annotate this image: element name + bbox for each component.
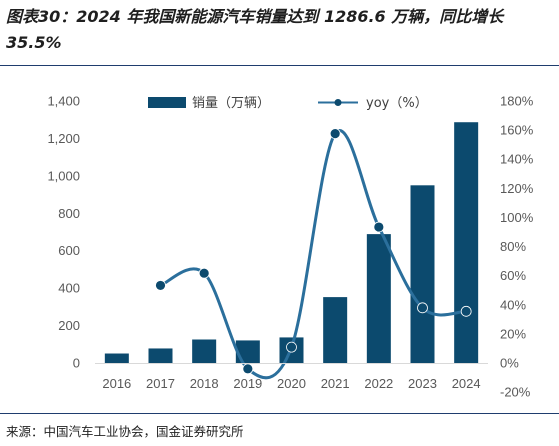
legend: 销量（万辆） yoy（%） — [148, 96, 428, 111]
bar-2018 — [192, 339, 217, 363]
x-tick-label: 2016 — [102, 376, 131, 391]
x-tick-label: 2020 — [277, 376, 306, 391]
yoy-point-2024 — [460, 305, 472, 317]
bar-2022 — [366, 234, 391, 363]
x-tick-label: 2017 — [146, 376, 175, 391]
bars-layer — [104, 122, 479, 363]
bar-2017 — [148, 348, 173, 363]
left-axis-ticks: 0 200 400 600 800 1,000 1,200 1,400 — [47, 94, 80, 371]
yoy-point-2017 — [155, 280, 166, 291]
right-tick-label: 20% — [500, 326, 526, 341]
right-tick-label: 60% — [500, 268, 526, 283]
right-tick-label: 160% — [500, 123, 534, 138]
right-axis-ticks: -20% 0% 20% 40% 60% 80% 100% 120% 140% 160% 180% — [500, 94, 534, 400]
x-tick-label: 2023 — [408, 376, 437, 391]
bar-2023 — [410, 185, 435, 363]
left-tick-label: 0 — [73, 356, 80, 371]
x-tick-label: 2021 — [321, 376, 350, 391]
x-axis-ticks: 2016 2017 2018 2019 2020 2021 2022 2023 2024 — [102, 376, 480, 391]
legend-line-marker — [334, 99, 342, 106]
figure-title: 图表30：2024 年我国新能源汽车销量达到 1286.6 万辆，同比增长 35… — [6, 7, 504, 52]
legend-line-label: yoy（%） — [366, 96, 428, 111]
x-tick-label: 2022 — [364, 376, 393, 391]
bar-2021 — [323, 297, 348, 363]
x-tick-label: 2024 — [452, 376, 481, 391]
bar-2024 — [454, 122, 479, 363]
yoy-point-2020 — [286, 341, 297, 353]
left-tick-label: 1,000 — [47, 168, 80, 183]
right-tick-label: 40% — [500, 297, 526, 312]
left-tick-label: 1,200 — [47, 131, 80, 146]
bar-2019 — [235, 340, 260, 363]
left-tick-label: 400 — [58, 281, 80, 296]
right-tick-label: 120% — [500, 181, 534, 196]
right-tick-label: -20% — [500, 385, 531, 400]
yoy-point-2022 — [373, 221, 385, 233]
yoy-line-layer — [155, 128, 472, 380]
right-tick-label: 180% — [500, 94, 534, 109]
source-note: 来源：中国汽车工业协会，国金证券研究所 — [6, 424, 244, 439]
yoy-point-2023 — [417, 302, 428, 314]
bottom-rule — [0, 413, 559, 414]
legend-bar-label: 销量（万辆） — [192, 96, 270, 111]
bar-2016 — [104, 353, 129, 363]
right-tick-label: 80% — [500, 239, 526, 254]
yoy-point-2019 — [242, 363, 254, 375]
yoy-line — [159, 129, 467, 380]
left-tick-label: 200 — [58, 318, 80, 333]
left-tick-label: 800 — [58, 206, 80, 221]
left-tick-label: 600 — [58, 243, 80, 258]
top-rule — [0, 65, 559, 66]
legend-bar-swatch — [148, 97, 186, 108]
x-tick-label: 2018 — [190, 376, 219, 391]
right-tick-label: 0% — [500, 356, 519, 371]
left-tick-label: 1,400 — [47, 94, 80, 109]
right-tick-label: 100% — [500, 210, 534, 225]
x-tick-label: 2019 — [233, 376, 262, 391]
yoy-point-2021 — [329, 128, 341, 140]
right-tick-label: 140% — [500, 152, 534, 167]
yoy-point-2018 — [198, 267, 210, 279]
